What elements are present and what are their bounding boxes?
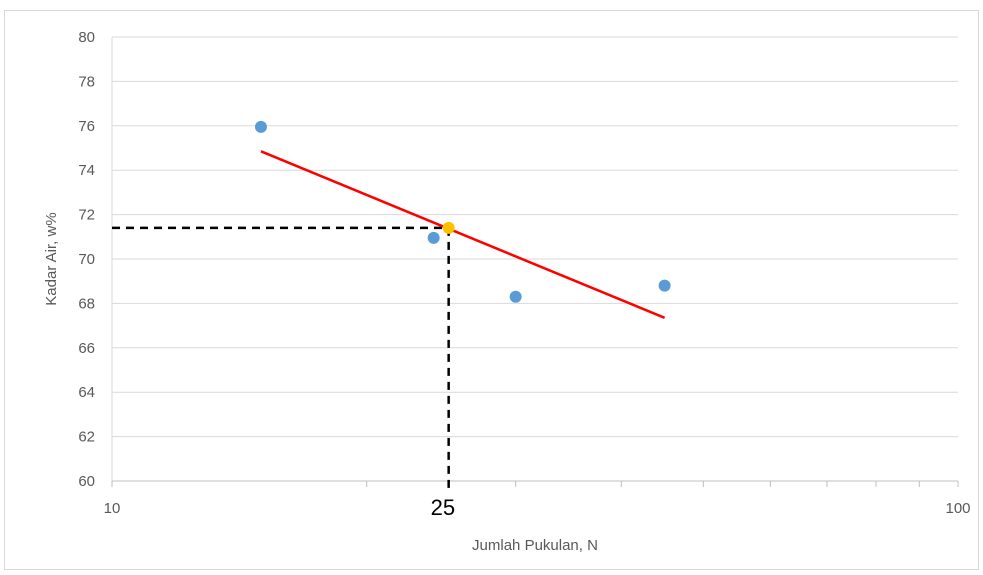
chart-frame [4,10,979,570]
y-axis-title: Kadar Air, w% [43,212,60,305]
trendline [260,150,666,319]
axes [111,37,959,487]
grid-lines [112,36,958,482]
guide-lines [112,226,450,491]
y-tick-label: 74 [78,162,95,179]
tick-labels: 60 62 64 66 68 70 72 74 76 78 80 10 100 [78,29,970,517]
x-tick-label: 100 [945,500,970,517]
data-point [427,231,440,244]
y-tick-label: 70 [78,251,95,268]
data-points [254,120,671,303]
data-point [509,290,522,303]
x-tick-label: 10 [104,500,121,517]
data-point [658,279,671,292]
trendline-layer [260,150,666,319]
y-tick-label: 80 [78,29,95,46]
data-point [254,120,267,133]
y-tick-label: 68 [78,295,95,312]
y-tick-label: 78 [78,73,95,90]
y-tick-label: 62 [78,429,95,446]
y-tick-label: 66 [78,340,95,357]
marked-point [442,221,455,234]
x-axis-title: Jumlah Pukulan, N [472,537,598,554]
annotation-label: 25 [431,495,455,520]
y-tick-label: 60 [78,473,95,490]
annotation-box [418,488,486,522]
y-tick-label: 76 [78,118,95,135]
y-tick-label: 72 [78,207,95,224]
y-tick-label: 64 [78,384,95,401]
